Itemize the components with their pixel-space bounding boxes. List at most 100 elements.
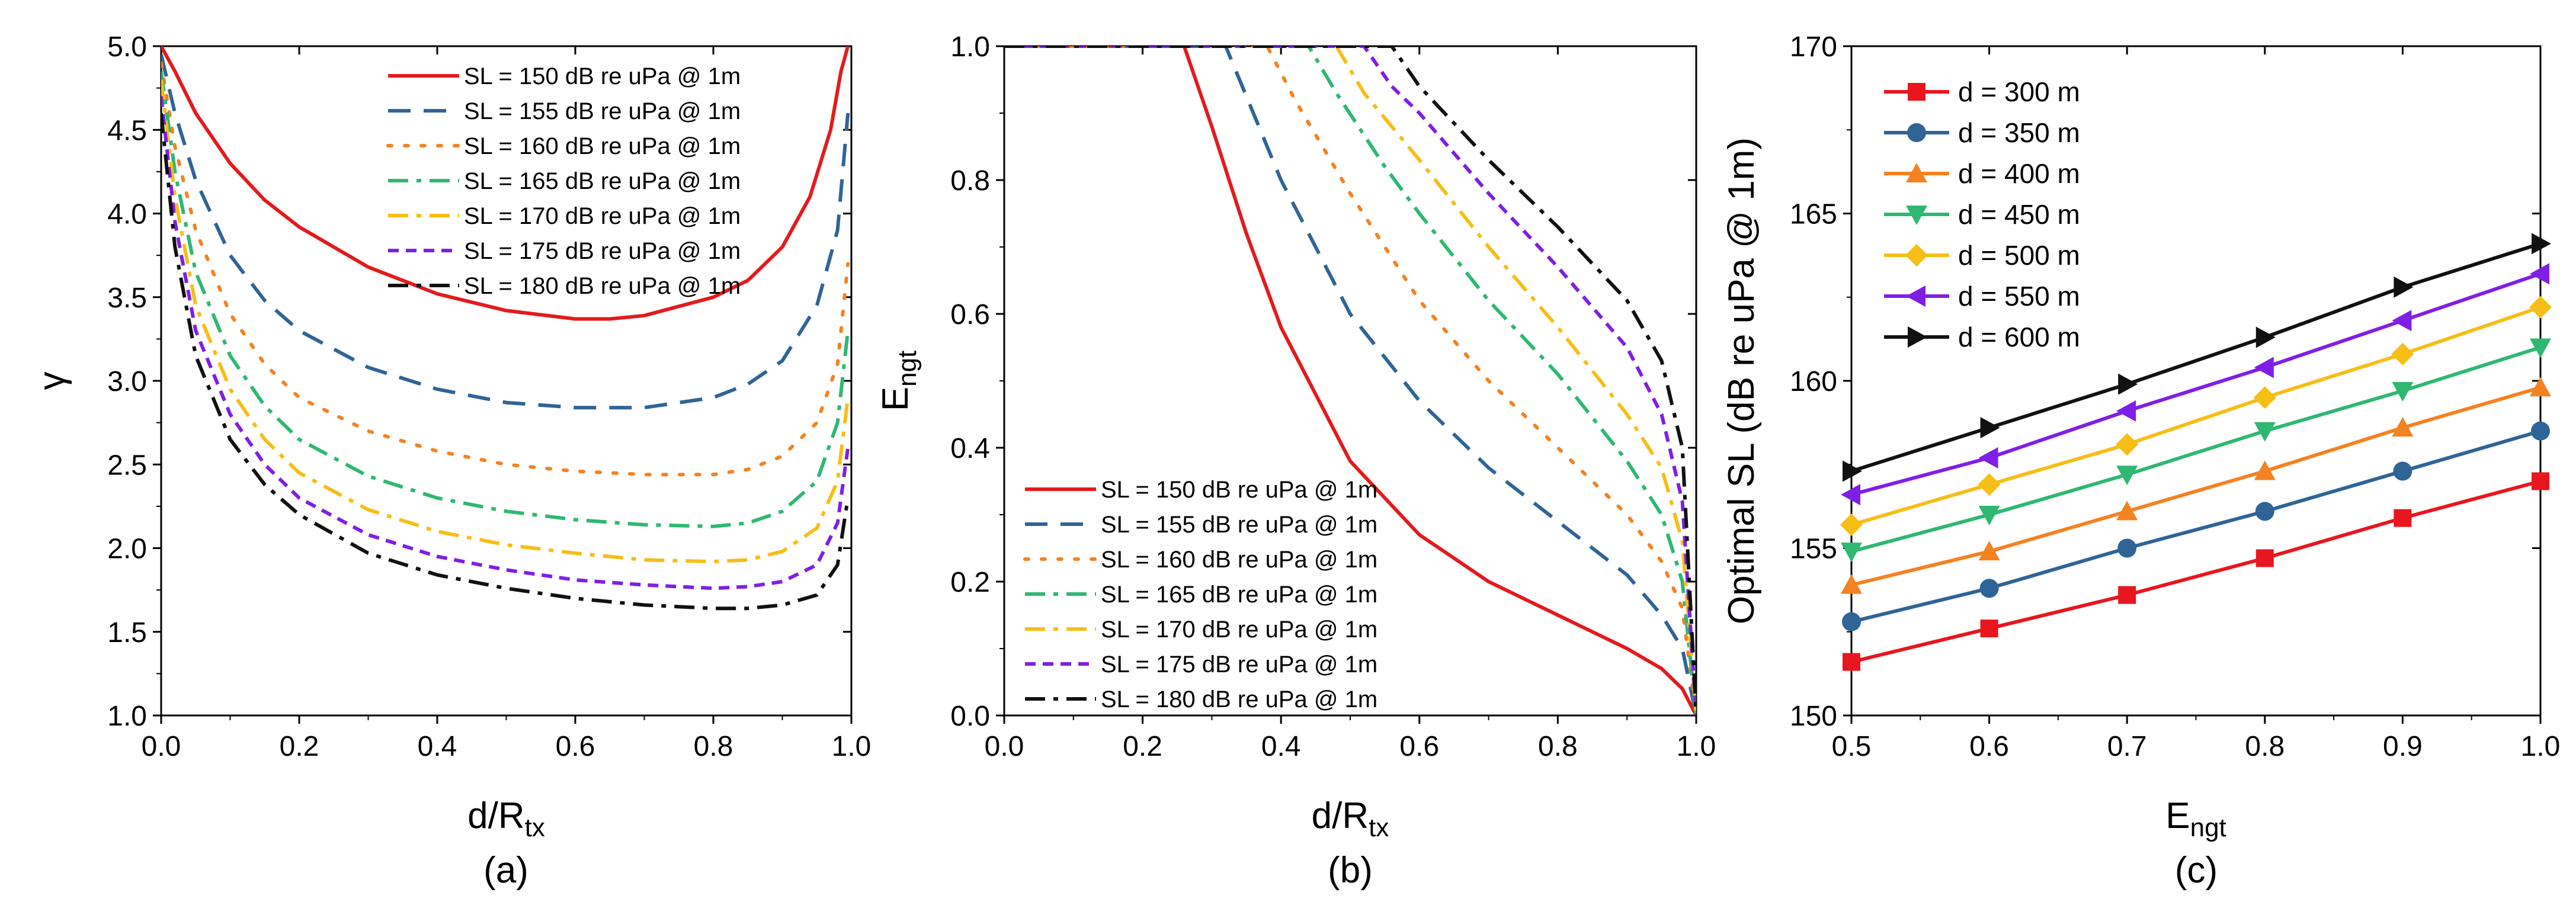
series-line-2 bbox=[1004, 46, 1696, 715]
legend-label: SL = 150 dB re uPa @ 1m bbox=[1101, 477, 1377, 503]
legend-marker bbox=[1908, 326, 1927, 348]
x-tick-label: 1.0 bbox=[2521, 731, 2561, 762]
panel-label: (b) bbox=[1328, 850, 1373, 891]
y-tick-label: 4.5 bbox=[107, 115, 147, 146]
data-point bbox=[2531, 421, 2550, 441]
series-line-7 bbox=[1004, 46, 1696, 715]
data-point bbox=[1841, 574, 1862, 594]
legend-label: SL = 180 dB re uPa @ 1m bbox=[1101, 686, 1377, 713]
x-tick-label: 0.0 bbox=[142, 731, 181, 762]
legend-marker bbox=[1905, 244, 1928, 267]
data-point bbox=[1980, 620, 1998, 638]
data-point bbox=[2254, 357, 2274, 378]
y-tick-label: 155 bbox=[1790, 534, 1837, 565]
y-axis-title: γ bbox=[31, 372, 72, 390]
series-line-1 bbox=[1851, 479, 2540, 664]
data-point bbox=[1841, 484, 1860, 506]
legend-marker bbox=[1908, 83, 1925, 101]
data-point bbox=[1840, 513, 1863, 536]
y-axis-title-sub: ngt bbox=[893, 351, 922, 387]
series-line-6 bbox=[1004, 46, 1696, 715]
x-tick-label: 0.2 bbox=[280, 731, 319, 762]
data-point bbox=[2253, 386, 2276, 409]
y-tick-label: 0.0 bbox=[950, 701, 990, 732]
data-point bbox=[2254, 460, 2276, 480]
series-line-5 bbox=[161, 79, 850, 564]
data-point bbox=[2255, 326, 2276, 348]
data-point bbox=[1843, 460, 1862, 482]
panel-b: 0.0 0.2 0.4 0.6 0.8 1.0 0.0 0.2 0.4 0.6 0.8 1.0 d/Rt… bbox=[875, 31, 1716, 891]
legend-label: d = 300 m bbox=[1958, 76, 2080, 107]
data-point bbox=[2392, 310, 2412, 332]
legend-label: d = 550 m bbox=[1958, 281, 2080, 312]
data-point bbox=[1979, 579, 1999, 598]
legend-label: SL = 155 dB re uPa @ 1m bbox=[464, 98, 741, 124]
series-line-6 bbox=[161, 96, 850, 591]
y-axis-title: Optimal SL (dB re uPa @ 1m) bbox=[1721, 137, 1762, 624]
data-point bbox=[2116, 466, 2138, 486]
data-point bbox=[2391, 342, 2414, 365]
series-line-2 bbox=[1851, 429, 2540, 624]
panel-a: 0.0 0.2 0.4 0.6 0.8 1.0 1.0 1.5 2.0 2.5 3.0 3.5 4.0 4… bbox=[31, 31, 871, 891]
legend-marker bbox=[1906, 285, 1925, 307]
series-line-7 bbox=[1851, 242, 2540, 473]
x-axis-title: d/Rtx bbox=[1312, 795, 1389, 842]
series-layer bbox=[161, 46, 850, 611]
y-tick-label: 2.5 bbox=[107, 450, 147, 481]
y-tick-label: 0.8 bbox=[950, 165, 990, 197]
legend-label: SL = 165 dB re uPa @ 1m bbox=[464, 168, 741, 194]
legend-label: SL = 155 dB re uPa @ 1m bbox=[1101, 512, 1377, 538]
y-axis-title: Engt bbox=[875, 351, 922, 412]
series-line-3 bbox=[1004, 46, 1696, 715]
x-tick-label: 1.0 bbox=[832, 731, 872, 762]
series-line-4 bbox=[1004, 46, 1696, 715]
legend-label: SL = 175 dB re uPa @ 1m bbox=[464, 238, 741, 264]
x-axis-title-sub: tx bbox=[525, 813, 545, 842]
legend-label: SL = 170 dB re uPa @ 1m bbox=[1101, 617, 1377, 643]
data-point bbox=[2532, 472, 2549, 490]
y-tick-label: 3.5 bbox=[107, 283, 147, 314]
y-tick-label: 160 bbox=[1790, 366, 1837, 397]
data-point bbox=[1843, 653, 1860, 671]
y-tick-label: 170 bbox=[1790, 31, 1837, 63]
series-line-2 bbox=[161, 54, 850, 410]
series-line-3 bbox=[1851, 386, 2540, 587]
legend-label: d = 450 m bbox=[1958, 199, 2080, 230]
data-point bbox=[2117, 538, 2137, 558]
legend-label: SL = 180 dB re uPa @ 1m bbox=[464, 273, 741, 299]
data-point bbox=[1978, 541, 2000, 561]
panel-label: (c) bbox=[2175, 850, 2218, 891]
y-tick-label: 0.6 bbox=[950, 299, 990, 330]
x-axis-title-main: E bbox=[2165, 795, 2190, 836]
y-tick-label: 0.4 bbox=[950, 433, 990, 464]
legend-label: SL = 160 dB re uPa @ 1m bbox=[1101, 547, 1377, 573]
x-tick-label: 0.5 bbox=[1832, 731, 1872, 762]
series-layer bbox=[1851, 242, 2540, 664]
data-point bbox=[2118, 586, 2136, 604]
x-axis-title: d/Rtx bbox=[467, 795, 545, 842]
data-point bbox=[2116, 500, 2138, 521]
x-tick-label: 0.0 bbox=[985, 731, 1024, 762]
x-tick-label: 0.8 bbox=[1538, 731, 1578, 762]
data-point bbox=[2530, 377, 2551, 397]
x-axis-title-main: d/R bbox=[467, 795, 524, 836]
y-tick-label: 2.0 bbox=[107, 534, 147, 565]
panel-label: (a) bbox=[483, 850, 528, 891]
data-point bbox=[2116, 400, 2136, 422]
series-line-6 bbox=[1851, 272, 2540, 496]
x-axis-title: Engt bbox=[2165, 795, 2226, 842]
data-point bbox=[1978, 473, 2001, 496]
data-point bbox=[2530, 338, 2551, 358]
series-line-4 bbox=[161, 70, 850, 528]
legend-marker bbox=[1907, 123, 1926, 142]
x-axis-title-sub: ngt bbox=[2190, 813, 2226, 842]
x-tick-label: 1.0 bbox=[1677, 731, 1716, 762]
series-line-1 bbox=[1004, 46, 1696, 715]
y-tick-label: 1.5 bbox=[107, 617, 147, 649]
data-point bbox=[2392, 417, 2414, 437]
series-line-3 bbox=[161, 61, 850, 477]
x-tick-label: 0.8 bbox=[694, 731, 733, 762]
y-tick-label: 3.0 bbox=[107, 366, 147, 397]
series-line-7 bbox=[161, 113, 850, 611]
